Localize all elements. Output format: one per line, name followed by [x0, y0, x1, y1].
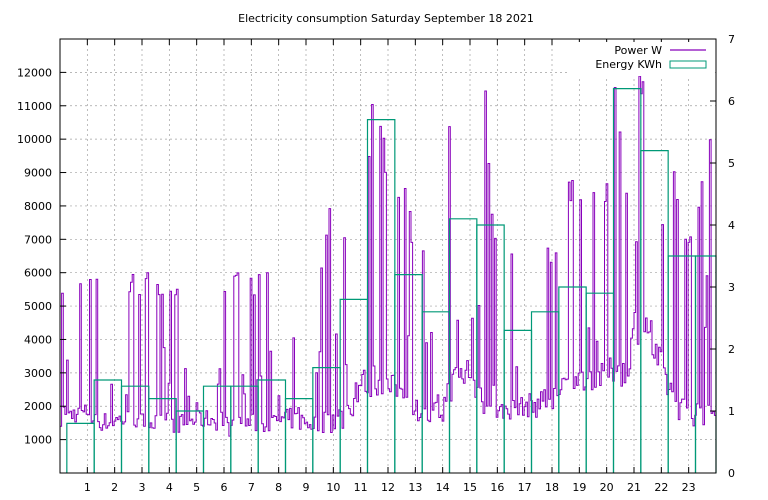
x-tick-label-1: 1 [84, 481, 91, 494]
x-tick-label-7: 7 [248, 481, 255, 494]
legend-background [568, 42, 714, 76]
power-line [60, 75, 717, 437]
x-tick-label-19: 19 [572, 481, 586, 494]
y-tick-label-7000: 7000 [24, 233, 52, 246]
x-tick-label-14: 14 [436, 481, 450, 494]
y2-tick-label-6: 6 [728, 95, 735, 108]
y2-tick-label-5: 5 [728, 157, 735, 170]
x-tick-label-9: 9 [303, 481, 310, 494]
x-tick-label-8: 8 [275, 481, 282, 494]
legend-label-energy: Energy KWh [595, 58, 662, 71]
power-series [60, 75, 717, 437]
chart-title: Electricity consumption Saturday Septemb… [238, 12, 534, 25]
x-tick-label-13: 13 [408, 481, 422, 494]
x-tick-label-18: 18 [545, 481, 559, 494]
x-tick-label-4: 4 [166, 481, 173, 494]
x-tick-label-17: 17 [518, 481, 532, 494]
x-tick-label-22: 22 [654, 481, 668, 494]
y-tick-label-1000: 1000 [24, 434, 52, 447]
x-tick-label-2: 2 [111, 481, 118, 494]
grid [60, 39, 716, 473]
y2-tick-label-1: 1 [728, 405, 735, 418]
x-tick-label-10: 10 [326, 481, 340, 494]
legend-label-power: Power W [614, 44, 662, 57]
x-tick-label-15: 15 [463, 481, 477, 494]
x-tick-label-16: 16 [490, 481, 504, 494]
y-tick-label-6000: 6000 [24, 267, 52, 280]
legend-swatch-energy [669, 60, 707, 69]
y-tick-label-3000: 3000 [24, 367, 52, 380]
y2-tick-label-2: 2 [728, 343, 735, 356]
y-tick-label-11000: 11000 [17, 100, 52, 113]
legend: Power W Energy KWh [568, 42, 714, 76]
x-tick-label-3: 3 [139, 481, 146, 494]
y2-tick-label-3: 3 [728, 281, 735, 294]
y2-tick-label-4: 4 [728, 219, 735, 232]
energy-series [66, 88, 717, 473]
y-tick-label-12000: 12000 [17, 66, 52, 79]
x-tick-label-6: 6 [221, 481, 228, 494]
y-tick-label-9000: 9000 [24, 167, 52, 180]
x-tick-label-5: 5 [193, 481, 200, 494]
y-tick-label-2000: 2000 [24, 400, 52, 413]
y-tick-label-8000: 8000 [24, 200, 52, 213]
x-tick-label-21: 21 [627, 481, 641, 494]
x-tick-label-20: 20 [600, 481, 614, 494]
x-tick-label-11: 11 [354, 481, 368, 494]
y2-tick-label-7: 7 [728, 33, 735, 46]
y2-tick-label-0: 0 [728, 467, 735, 480]
y-tick-label-4000: 4000 [24, 333, 52, 346]
x-tick-label-23: 23 [682, 481, 696, 494]
y-tick-label-10000: 10000 [17, 133, 52, 146]
y-tick-label-5000: 5000 [24, 300, 52, 313]
axes: 1 2 3 4 5 6 7 8 9 10 11 12 13 14 15 16 17 18 19 20 21 22 23100… [17, 33, 735, 494]
x-tick-label-12: 12 [381, 481, 395, 494]
